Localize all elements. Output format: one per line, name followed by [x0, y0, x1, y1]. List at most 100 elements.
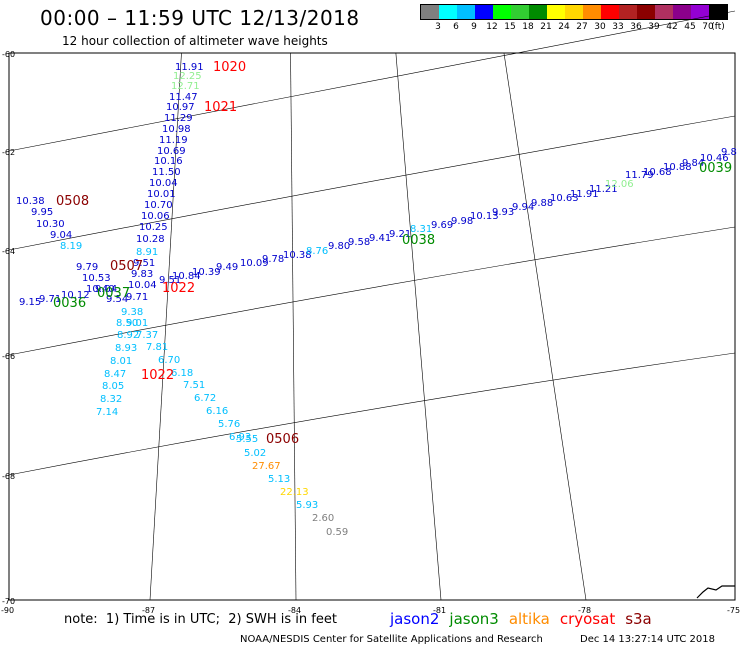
lon-tick-label: -90 — [1, 606, 14, 615]
wave-height-value: 11.29 — [164, 113, 193, 124]
lat-tick-label: -60 — [2, 50, 15, 59]
wave-height-value: 11.91 — [570, 189, 599, 200]
wave-height-value: 5.02 — [244, 448, 266, 459]
wave-height-value: 10.70 — [144, 200, 173, 211]
wave-height-value: 10.98 — [162, 124, 191, 135]
wave-height-value: 5.55 — [236, 434, 258, 445]
legend-label: 12 — [486, 22, 498, 32]
wave-height-value: 6.70 — [158, 355, 180, 366]
wave-height-value: 10.12 — [61, 290, 90, 301]
legend-label: 15 — [504, 22, 516, 32]
wave-height-value: 8.01 — [110, 356, 132, 367]
lon-tick-label: -87 — [142, 606, 155, 615]
legend-label: 36 — [630, 22, 642, 32]
wave-height-value: 7.81 — [146, 342, 168, 353]
wave-height-value: 9.71 — [126, 292, 148, 303]
lon-tick-label: -78 — [578, 606, 591, 615]
wave-height-value: 11.79 — [625, 170, 654, 181]
wave-height-value: 8.76 — [306, 246, 328, 257]
wave-height-value: 8.91 — [136, 247, 158, 258]
wave-height-value: 6.18 — [171, 368, 193, 379]
lon-tick-label: -81 — [433, 606, 446, 615]
lat-tick-label: -64 — [2, 247, 15, 256]
wave-height-value: 9.15 — [19, 297, 41, 308]
lon-tick-label: -75 — [727, 606, 740, 615]
footnote: note: 1) Time is in UTC; 2) SWH is in fe… — [64, 612, 337, 627]
pass-time-label: 0507 — [110, 259, 143, 274]
wave-height-value: 10.84 — [172, 271, 201, 282]
wave-height-value: 2.60 — [312, 513, 334, 524]
page-subtitle: 12 hour collection of altimeter wave hei… — [62, 34, 328, 48]
legend-label: 70 — [702, 22, 714, 32]
legend-label: (ft) — [711, 22, 725, 32]
wave-height-value: 9.04 — [50, 230, 72, 241]
wave-height-value: 8.19 — [60, 241, 82, 252]
wave-height-value: 8.50 — [116, 318, 138, 329]
latitude-line — [8, 10, 736, 152]
legend-label: 18 — [522, 22, 534, 32]
wave-height-value: 10.69 — [157, 146, 186, 157]
wave-height-value: 27.67 — [252, 461, 281, 472]
legend-swatch — [547, 5, 565, 19]
legend-swatch — [691, 5, 709, 19]
wave-height-value: 10.16 — [154, 156, 183, 167]
wave-height-value: 8.47 — [104, 369, 126, 380]
legend-swatches — [420, 4, 728, 20]
latitude-line — [8, 352, 736, 476]
satellite-name: cryosat — [559, 610, 616, 628]
wave-height-value: 6.93 — [229, 432, 251, 443]
credit-line: NOAA/NESDIS Center for Satellite Applica… — [240, 634, 543, 645]
legend-label: 9 — [471, 22, 477, 32]
wave-height-value: 10.04 — [149, 178, 178, 189]
wave-height-value: 9.78 — [262, 254, 284, 265]
legend-label: 3 — [435, 22, 441, 32]
latitude-line — [8, 115, 736, 251]
wave-height-value: 9.04 — [95, 284, 117, 295]
legend-label: 30 — [594, 22, 606, 32]
wave-height-value: 9.98 — [451, 216, 473, 227]
wave-height-value: 10.01 — [147, 189, 176, 200]
satellite-name: altika — [508, 610, 550, 628]
wave-height-value: 9.84 — [682, 158, 704, 169]
latitude-line — [8, 226, 736, 356]
satellite-key: jason2 jason3 altika cryosat s3a — [390, 610, 652, 628]
legend-label: 42 — [666, 22, 678, 32]
wave-height-value: 11.47 — [169, 92, 198, 103]
satellite-name: jason2 — [390, 610, 440, 628]
wave-height-value: 10.38 — [16, 196, 45, 207]
wave-height-value: 10.09 — [240, 258, 269, 269]
wave-height-value: 8.31 — [410, 224, 432, 235]
legend-swatch — [529, 5, 547, 19]
wave-height-value: 9.58 — [348, 237, 370, 248]
wave-height-value: 11.50 — [152, 167, 181, 178]
wave-height-value: 10.38 — [283, 250, 312, 261]
wave-height-value: 10.28 — [136, 234, 165, 245]
wave-height-value: 7.51 — [183, 380, 205, 391]
wave-height-value: 11.21 — [589, 184, 618, 195]
wave-height-value: 5.76 — [218, 419, 240, 430]
wave-height-value: 12.71 — [171, 81, 200, 92]
wave-height-value: 10.39 — [192, 267, 221, 278]
pass-time-label: 0036 — [53, 296, 86, 311]
legend-swatch — [655, 5, 673, 19]
satellite-name: jason3 — [449, 610, 499, 628]
lon-tick-label: -84 — [288, 606, 301, 615]
wave-height-value: 9.41 — [369, 233, 391, 244]
wave-height-value: 9.80 — [328, 241, 350, 252]
wave-height-value: 10.46 — [700, 153, 729, 164]
lat-tick-label: -70 — [2, 597, 15, 606]
legend-swatch — [619, 5, 637, 19]
wave-height-value: 10.53 — [82, 273, 111, 284]
coastline-segment — [696, 585, 735, 599]
wave-height-value: 11.19 — [159, 135, 188, 146]
page-title: 00:00 – 11:59 UTC 12/13/2018 — [40, 6, 360, 30]
wave-height-value: 6.16 — [206, 406, 228, 417]
legend-swatch — [709, 5, 727, 19]
wave-height-value: 10.30 — [36, 219, 65, 230]
wave-height-value: 9.95 — [31, 207, 53, 218]
generated-timestamp: Dec 14 13:27:14 UTC 2018 — [580, 634, 715, 645]
longitude-line — [290, 52, 297, 601]
pass-time-label: 0506 — [266, 432, 299, 447]
graticule — [8, 10, 736, 601]
wave-height-value: 9.69 — [431, 220, 453, 231]
